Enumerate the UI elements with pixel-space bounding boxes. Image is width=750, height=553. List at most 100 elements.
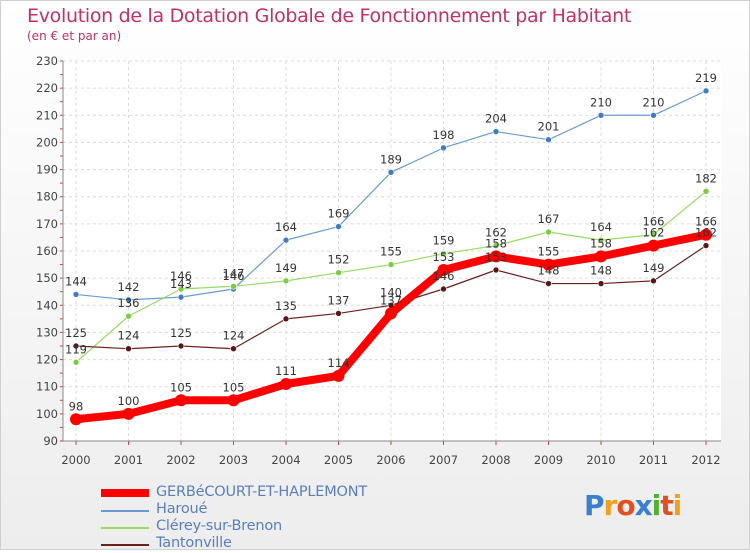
logo-letter: P [584, 489, 605, 522]
data-label: 210 [643, 95, 665, 109]
data-point [492, 242, 500, 249]
x-tick-label: 2010 [586, 453, 615, 467]
data-label: 119 [65, 342, 87, 356]
proxiti-logo: Proxiti [584, 489, 682, 522]
data-point [650, 277, 657, 285]
data-label: 153 [433, 250, 455, 264]
data-point [282, 236, 290, 244]
data-point [125, 296, 132, 304]
legend-label-clerey: Clérey-sur-Brenon [156, 518, 283, 534]
data-point [125, 312, 132, 320]
data-point [335, 310, 342, 317]
data-label: 201 [538, 120, 560, 134]
data-label: 167 [538, 212, 560, 226]
data-point [230, 345, 237, 353]
data-label: 146 [223, 269, 245, 283]
logo-letter: t [660, 489, 673, 522]
x-tick-label: 2009 [534, 453, 563, 467]
data-point [387, 168, 395, 176]
data-label: 155 [538, 245, 560, 259]
data-point [597, 236, 605, 244]
logo-letter: i [651, 489, 662, 522]
data-point [702, 242, 710, 249]
data-label: 136 [118, 296, 140, 310]
x-tick-label: 2005 [324, 453, 353, 467]
legend-label-haroue: Haroué [156, 501, 208, 517]
data-point [280, 378, 292, 390]
data-label: 100 [118, 394, 140, 408]
y-tick-label: 120 [36, 353, 58, 367]
data-label: 140 [380, 285, 402, 299]
y-tick-label: 200 [36, 135, 58, 149]
y-tick-label: 110 [36, 380, 58, 394]
data-label: 135 [275, 299, 297, 313]
data-point [70, 413, 82, 426]
data-label: 219 [695, 71, 717, 85]
data-label: 162 [485, 226, 507, 240]
data-point [650, 231, 657, 239]
data-point [440, 250, 447, 258]
data-label: 125 [65, 326, 87, 340]
legend-swatch-gerbecourt [101, 489, 149, 497]
legend-label-gerbecourt: GERBéCOURT-ET-HAPLEMONT [156, 484, 368, 500]
chart-title: Evolution de la Dotation Globale de Fonc… [27, 5, 632, 27]
data-label: 137 [380, 293, 402, 307]
y-tick-label: 100 [36, 407, 58, 421]
data-point [282, 315, 290, 323]
logo-letter: o [616, 489, 635, 522]
y-tick-label: 150 [36, 271, 58, 285]
data-label: 149 [643, 261, 665, 275]
data-label: 144 [65, 274, 87, 288]
data-point [702, 87, 710, 95]
data-label: 149 [275, 261, 297, 275]
data-label: 164 [275, 220, 297, 234]
legend-swatch-haroue [101, 510, 149, 512]
data-label: 158 [485, 236, 507, 250]
data-label: 148 [590, 264, 612, 278]
data-point [437, 264, 450, 276]
data-point [227, 394, 240, 407]
data-point [387, 261, 395, 268]
data-label: 146 [170, 269, 192, 283]
data-point [595, 250, 607, 263]
data-label: 182 [695, 171, 717, 185]
data-label: 164 [590, 220, 612, 234]
data-point [542, 258, 555, 271]
data-label: 153 [485, 250, 507, 264]
data-point [332, 369, 345, 382]
data-point [545, 136, 552, 144]
x-tick-label: 2004 [271, 453, 300, 467]
data-label: 155 [380, 245, 402, 259]
x-tick-label: 2012 [691, 453, 720, 467]
data-label: 98 [69, 399, 84, 413]
y-tick-label: 160 [36, 244, 58, 258]
data-label: 142 [118, 280, 140, 294]
data-label: 204 [485, 112, 507, 126]
logo-letter: r [603, 489, 618, 522]
y-tick-label: 220 [36, 81, 58, 95]
y-tick-label: 190 [36, 163, 58, 177]
data-point [700, 228, 712, 241]
data-label: 152 [328, 253, 350, 267]
data-point [72, 291, 80, 298]
y-tick-label: 140 [36, 298, 58, 312]
legend-swatch-clerey [101, 527, 149, 529]
data-label: 189 [380, 152, 402, 166]
data-point [597, 111, 605, 119]
x-tick-label: 2000 [61, 453, 90, 467]
data-label: 111 [275, 364, 297, 378]
data-point [597, 280, 605, 287]
data-point [492, 128, 500, 135]
data-label: 162 [643, 226, 665, 240]
data-label: 166 [695, 215, 717, 229]
data-label: 198 [433, 128, 455, 142]
data-point [490, 250, 502, 263]
data-point [385, 307, 397, 320]
x-tick-label: 2001 [114, 453, 143, 467]
data-point [545, 280, 552, 287]
data-label: 166 [643, 215, 665, 229]
data-point [177, 293, 185, 301]
data-point [647, 239, 660, 252]
